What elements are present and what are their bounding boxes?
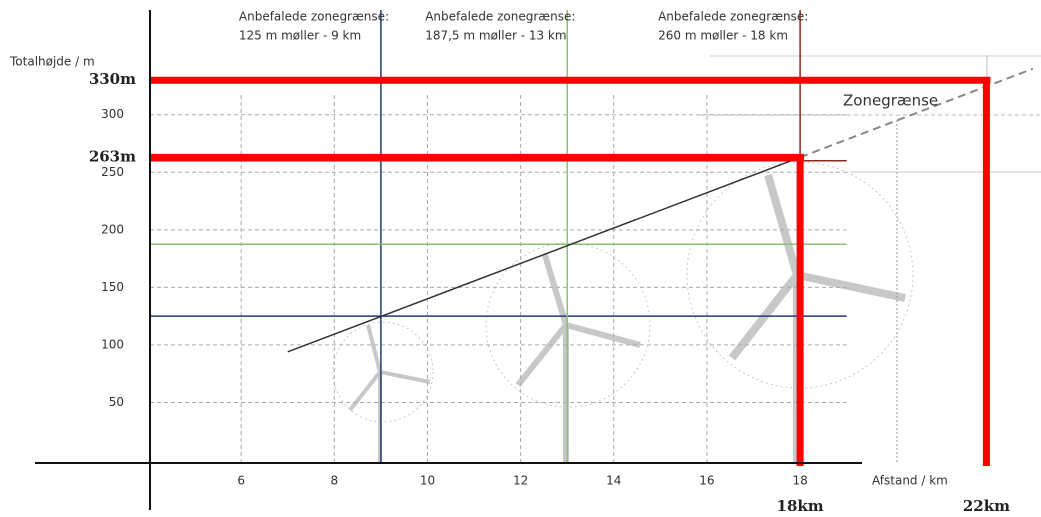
x-tick-label: 8 [330,474,338,488]
turbine [348,324,431,463]
turbine [515,254,641,463]
zone-subtitle: 260 m møller - 18 km [658,29,788,43]
x-tick-label: 14 [606,474,621,488]
y-axis-label: Totalhøjde / m [9,55,95,69]
x-tick-label: 18 [792,474,807,488]
limit-height-label: 330m [89,70,136,88]
y-tick-label: 250 [101,165,124,179]
zone-line-label: Zonegrænse [843,92,938,110]
x-tick-label: 10 [420,474,435,488]
y-tick-label: 300 [101,107,124,121]
y-tick-label: 50 [109,395,124,409]
rotor-circle [332,321,434,423]
x-axis-label: Afstand / km [872,474,948,488]
limit-distance-label: 18km [777,497,824,515]
y-tick-label: 200 [101,222,124,236]
turbines [332,161,914,463]
zone-title: Anbefalede zonegrænse: [658,10,808,24]
x-tick-label: 6 [237,474,245,488]
limit-distance-label: 22km [963,497,1010,515]
zone-subtitle: 125 m møller - 9 km [239,29,361,43]
y-tick-label: 100 [101,337,124,351]
zone-title: Anbefalede zonegrænse: [239,10,389,24]
x-tick-label: 12 [513,474,528,488]
turbine [728,173,906,463]
x-tick-label: 16 [699,474,714,488]
zone-line [287,156,801,353]
zone-line-extension [799,67,1034,159]
limit-height-label: 263m [89,147,136,165]
zone-subtitle: 187,5 m møller - 13 km [425,29,566,43]
zone-title: Anbefalede zonegrænse: [425,10,575,24]
rotor-circle [485,242,651,408]
y-tick-label: 150 [101,280,124,294]
